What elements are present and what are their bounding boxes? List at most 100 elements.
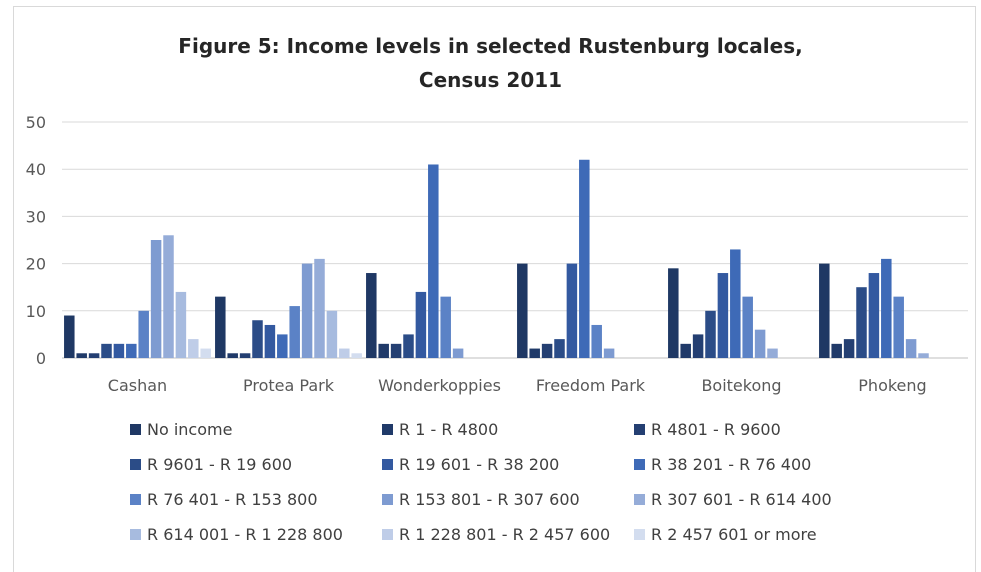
legend-item: R 38 201 - R 76 400 xyxy=(634,453,890,475)
legend-swatch xyxy=(382,494,393,505)
bar xyxy=(265,325,276,358)
legend-item: R 153 801 - R 307 600 xyxy=(382,488,634,510)
y-tick-label: 0 xyxy=(36,349,46,368)
legend-swatch xyxy=(634,529,645,540)
legend-item: R 76 401 - R 153 800 xyxy=(130,488,382,510)
x-tick-label: Phokeng xyxy=(858,376,926,395)
bar xyxy=(718,273,729,358)
bar xyxy=(314,259,325,358)
bar xyxy=(114,344,125,358)
bar xyxy=(289,306,300,358)
bar xyxy=(252,320,263,358)
bar xyxy=(831,344,842,358)
bar xyxy=(163,235,174,358)
bar xyxy=(579,160,590,358)
x-tick-label: Boitekong xyxy=(701,376,781,395)
bar xyxy=(755,330,766,358)
legend-item: R 4801 - R 9600 xyxy=(634,418,890,440)
bar xyxy=(844,339,855,358)
x-tick-label: Freedom Park xyxy=(536,376,646,395)
legend-item: R 1 - R 4800 xyxy=(382,418,634,440)
legend-swatch xyxy=(130,424,141,435)
bar xyxy=(517,264,528,358)
bar xyxy=(881,259,892,358)
bar xyxy=(529,349,540,358)
bar xyxy=(240,353,251,358)
bar xyxy=(339,349,350,358)
bar xyxy=(277,334,288,358)
y-tick-label: 40 xyxy=(26,160,46,179)
bar xyxy=(403,334,414,358)
legend-swatch xyxy=(634,459,645,470)
bar xyxy=(227,353,238,358)
legend-swatch xyxy=(634,424,645,435)
bar xyxy=(742,297,753,358)
bar xyxy=(767,349,778,358)
legend-label: No income xyxy=(147,420,232,439)
legend-swatch xyxy=(382,529,393,540)
y-tick-label: 20 xyxy=(26,255,46,274)
bar xyxy=(89,353,100,358)
bar xyxy=(200,349,211,358)
legend-label: R 153 801 - R 307 600 xyxy=(399,490,580,509)
y-tick-label: 10 xyxy=(26,302,46,321)
bar xyxy=(893,297,904,358)
legend-label: R 614 001 - R 1 228 800 xyxy=(147,525,343,544)
legend-item: R 1 228 801 - R 2 457 600 xyxy=(382,523,634,545)
bar xyxy=(440,297,451,358)
bar xyxy=(138,311,149,358)
bar xyxy=(554,339,565,358)
x-tick-label: Protea Park xyxy=(243,376,335,395)
legend-item: R 307 601 - R 614 400 xyxy=(634,488,890,510)
legend-label: R 4801 - R 9600 xyxy=(651,420,781,439)
legend-item: R 2 457 601 or more xyxy=(634,523,890,545)
legend-label: R 76 401 - R 153 800 xyxy=(147,490,318,509)
legend-label: R 307 601 - R 614 400 xyxy=(651,490,832,509)
legend-swatch xyxy=(634,494,645,505)
bar xyxy=(918,353,929,358)
bar xyxy=(327,311,338,358)
bar xyxy=(391,344,402,358)
bar xyxy=(378,344,389,358)
legend-label: R 19 601 - R 38 200 xyxy=(399,455,559,474)
bar xyxy=(542,344,553,358)
legend-label: R 1 - R 4800 xyxy=(399,420,498,439)
bar xyxy=(176,292,187,358)
x-tick-label: Wonderkoppies xyxy=(378,376,501,395)
bar xyxy=(819,264,830,358)
bar xyxy=(416,292,427,358)
bar xyxy=(101,344,112,358)
bar xyxy=(869,273,880,358)
legend-swatch xyxy=(130,459,141,470)
bar xyxy=(856,287,867,358)
legend-item: No income xyxy=(130,418,382,440)
bar xyxy=(453,349,464,358)
legend-swatch xyxy=(130,494,141,505)
bar xyxy=(680,344,691,358)
x-tick-label: Cashan xyxy=(108,376,167,395)
bar xyxy=(668,268,679,358)
legend-swatch xyxy=(130,529,141,540)
legend-label: R 9601 - R 19 600 xyxy=(147,455,292,474)
bar xyxy=(604,349,615,358)
bar xyxy=(302,264,313,358)
bar xyxy=(151,240,162,358)
bar xyxy=(215,297,226,358)
bar xyxy=(76,353,87,358)
bar xyxy=(906,339,917,358)
bar xyxy=(693,334,704,358)
chart-legend: No income R 1 - R 4800 R 4801 - R 9600 R 96… xyxy=(130,418,890,545)
bar xyxy=(730,249,741,358)
bar xyxy=(366,273,377,358)
bar xyxy=(351,353,362,358)
legend-label: R 38 201 - R 76 400 xyxy=(651,455,811,474)
bar xyxy=(567,264,578,358)
legend-item: R 9601 - R 19 600 xyxy=(130,453,382,475)
legend-swatch xyxy=(382,459,393,470)
legend-item: R 614 001 - R 1 228 800 xyxy=(130,523,382,545)
bar xyxy=(64,316,75,358)
bar xyxy=(126,344,137,358)
bar xyxy=(188,339,199,358)
legend-item: R 19 601 - R 38 200 xyxy=(382,453,634,475)
legend-swatch xyxy=(382,424,393,435)
